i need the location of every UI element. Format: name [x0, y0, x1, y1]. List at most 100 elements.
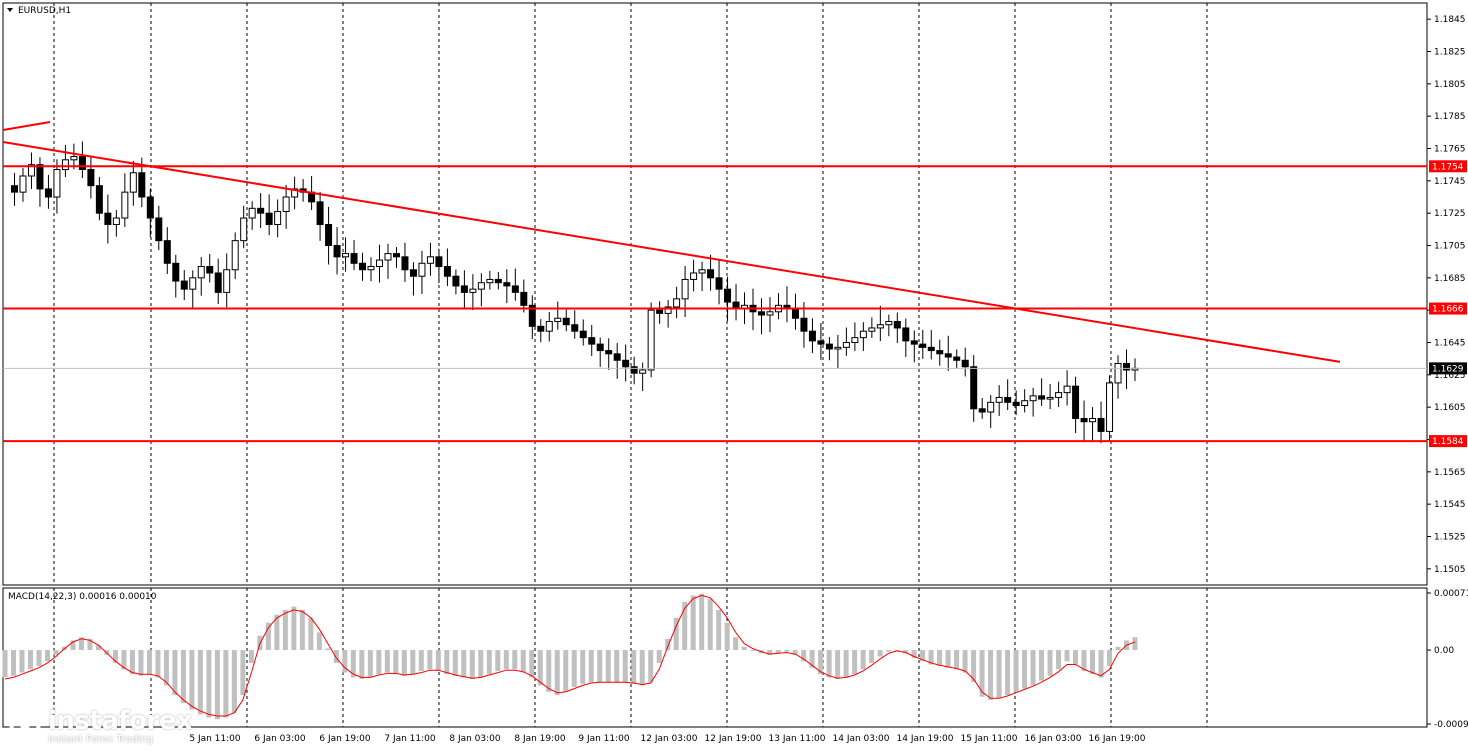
candle-body[interactable]: [673, 298, 681, 308]
candle-body[interactable]: [562, 317, 570, 326]
candle-body[interactable]: [146, 196, 154, 219]
candle-body[interactable]: [121, 191, 129, 219]
candle-body[interactable]: [690, 272, 698, 280]
candle-body[interactable]: [10, 185, 18, 193]
candle-body[interactable]: [613, 353, 621, 361]
candle-body[interactable]: [240, 217, 248, 242]
candle-body[interactable]: [359, 262, 367, 271]
candle-body[interactable]: [842, 342, 850, 348]
candle-body[interactable]: [392, 253, 400, 258]
candle-body[interactable]: [112, 217, 120, 225]
candle-body[interactable]: [808, 330, 816, 342]
candle-body[interactable]: [401, 256, 409, 271]
candle-body[interactable]: [452, 275, 460, 287]
candle-body[interactable]: [333, 245, 341, 258]
candle-body[interactable]: [61, 159, 69, 171]
candle-body[interactable]: [579, 330, 587, 339]
candle-body[interactable]: [995, 396, 1003, 403]
candle-body[interactable]: [1072, 385, 1080, 419]
candle-body[interactable]: [1080, 417, 1088, 423]
candle-body[interactable]: [350, 253, 358, 264]
candle-body[interactable]: [426, 256, 434, 264]
candle-body[interactable]: [180, 280, 188, 290]
candle-body[interactable]: [231, 240, 239, 271]
candle-body[interactable]: [978, 408, 986, 413]
candle-body[interactable]: [44, 188, 52, 198]
candle-body[interactable]: [698, 269, 706, 274]
candle-body[interactable]: [214, 272, 222, 293]
candle-body[interactable]: [469, 288, 477, 293]
candle-body[interactable]: [282, 196, 290, 213]
candle-body[interactable]: [987, 401, 995, 413]
candle-body[interactable]: [588, 337, 596, 345]
candle-body[interactable]: [1004, 396, 1012, 403]
candle-body[interactable]: [834, 346, 842, 350]
candle-body[interactable]: [494, 278, 502, 284]
triangle-down-icon[interactable]: [7, 8, 13, 12]
candle-body[interactable]: [223, 269, 231, 293]
candle-body[interactable]: [647, 309, 655, 371]
candle-body[interactable]: [1046, 396, 1054, 400]
candle-body[interactable]: [876, 324, 884, 329]
candle-body[interactable]: [325, 223, 333, 247]
candle-body[interactable]: [919, 343, 927, 348]
candle-body[interactable]: [36, 164, 44, 190]
candle-body[interactable]: [970, 366, 978, 410]
candle-body[interactable]: [138, 172, 146, 198]
trend-line-ray[interactable]: [2, 121, 51, 131]
candle-body[interactable]: [257, 207, 265, 214]
candle-body[interactable]: [571, 324, 579, 332]
candle-body[interactable]: [953, 356, 961, 361]
candle-body[interactable]: [1063, 385, 1071, 394]
candle-body[interactable]: [1123, 363, 1131, 371]
trend-line[interactable]: [2, 141, 1341, 363]
candle-body[interactable]: [707, 269, 715, 279]
candle-body[interactable]: [910, 340, 918, 345]
candle-body[interactable]: [893, 320, 901, 329]
candle-body[interactable]: [95, 185, 103, 214]
candle-body[interactable]: [435, 256, 443, 268]
candle-body[interactable]: [206, 266, 214, 274]
candle-body[interactable]: [859, 330, 867, 339]
candle-body[interactable]: [78, 156, 86, 171]
candle-body[interactable]: [189, 277, 197, 290]
candle-body[interactable]: [384, 253, 392, 261]
candle-body[interactable]: [944, 353, 952, 358]
candle-body[interactable]: [656, 309, 664, 314]
candle-body[interactable]: [902, 327, 910, 342]
candle-body[interactable]: [27, 164, 35, 177]
candle-body[interactable]: [1029, 395, 1037, 402]
candle-body[interactable]: [486, 278, 494, 284]
candle-body[interactable]: [1055, 392, 1063, 398]
candle-body[interactable]: [1089, 417, 1097, 423]
candle-body[interactable]: [163, 240, 171, 264]
candle-body[interactable]: [87, 169, 95, 187]
candle-body[interactable]: [460, 285, 468, 293]
candle-body[interactable]: [791, 308, 799, 319]
candle-body[interactable]: [681, 278, 689, 300]
candle-body[interactable]: [520, 291, 528, 306]
candle-body[interactable]: [376, 259, 384, 268]
candle-body[interactable]: [537, 325, 545, 332]
candle-body[interactable]: [129, 172, 137, 193]
candle-body[interactable]: [961, 359, 969, 368]
candle-body[interactable]: [800, 317, 808, 332]
candle-body[interactable]: [477, 282, 485, 290]
candle-body[interactable]: [639, 369, 647, 374]
candle-body[interactable]: [172, 262, 180, 282]
candle-body[interactable]: [70, 156, 78, 161]
candle-body[interactable]: [545, 320, 553, 332]
candle-body[interactable]: [248, 207, 256, 219]
candle-body[interactable]: [927, 346, 935, 352]
candle-body[interactable]: [528, 304, 536, 327]
candle-body[interactable]: [630, 366, 638, 374]
candle-body[interactable]: [155, 217, 163, 242]
candle-body[interactable]: [503, 282, 511, 287]
candle-body[interactable]: [622, 359, 630, 368]
candle-body[interactable]: [418, 262, 426, 277]
candle-body[interactable]: [825, 343, 833, 350]
candle-body[interactable]: [1097, 417, 1105, 432]
candle-body[interactable]: [757, 311, 765, 316]
price-pane[interactable]: [2, 2, 1428, 586]
